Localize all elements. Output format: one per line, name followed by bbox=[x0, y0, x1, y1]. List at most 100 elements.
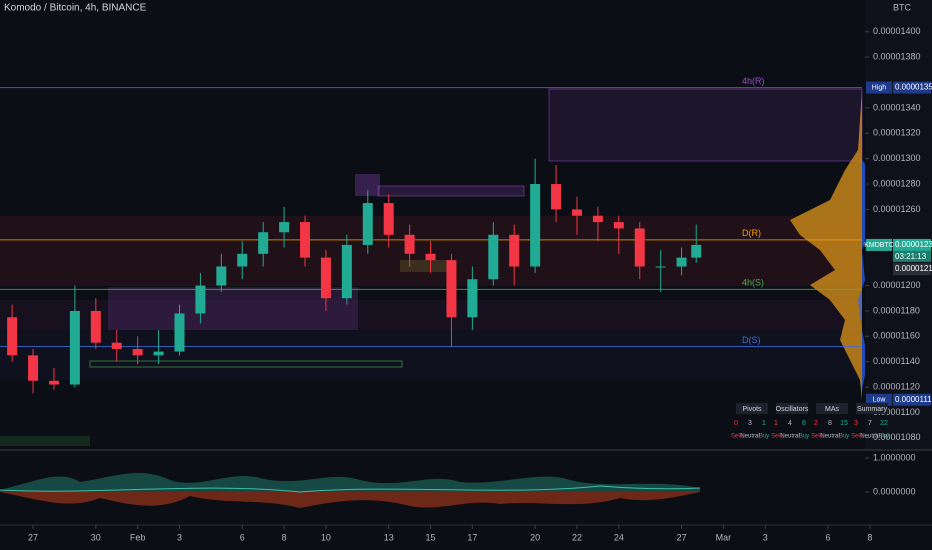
pivot-label: 4h(S) bbox=[742, 278, 764, 288]
candle-body bbox=[446, 260, 457, 318]
candle-body bbox=[362, 203, 373, 245]
x-tick-label: 8 bbox=[867, 532, 872, 542]
zone bbox=[377, 185, 525, 197]
price-axis bbox=[865, 0, 932, 450]
oscillator-line bbox=[0, 485, 701, 493]
candle-body bbox=[300, 222, 311, 258]
candle-body bbox=[404, 234, 415, 254]
candle-body bbox=[676, 257, 687, 267]
y-tick-label: 0.00001140 bbox=[873, 356, 920, 366]
volume-profile bbox=[790, 89, 862, 400]
table-label: Sell bbox=[811, 434, 821, 440]
table-label: Neutral bbox=[820, 434, 839, 440]
badge-name-box bbox=[866, 393, 892, 406]
candle-body bbox=[509, 234, 520, 267]
candle-body bbox=[7, 317, 18, 356]
candle-body bbox=[90, 310, 101, 343]
table-count: 22 bbox=[880, 420, 888, 427]
countdown-box bbox=[893, 250, 931, 262]
pivot-label: D(S) bbox=[742, 335, 761, 345]
price-badge bbox=[893, 263, 931, 276]
table-label: Buy bbox=[879, 434, 889, 440]
candle-body bbox=[551, 184, 562, 210]
x-tick-label: 20 bbox=[530, 532, 540, 542]
zone bbox=[0, 330, 862, 380]
table-count: 3 bbox=[854, 420, 858, 427]
badge-name-box bbox=[866, 238, 892, 251]
pivot-label: 4h(R) bbox=[742, 76, 765, 86]
table-header-bg bbox=[736, 403, 768, 414]
x-tick-label: 27 bbox=[28, 532, 38, 542]
y-tick-label: 0.00001320 bbox=[873, 128, 921, 138]
candle-body bbox=[69, 310, 80, 385]
table-label: Neutral bbox=[740, 434, 759, 440]
y-tick-label: 0.00001340 bbox=[873, 102, 921, 112]
y-tick-label: 0.00001260 bbox=[873, 204, 921, 214]
x-tick-label: 17 bbox=[467, 532, 477, 542]
x-tick-label: 8 bbox=[282, 532, 287, 542]
table-label: Sell bbox=[851, 434, 861, 440]
currency: BTC bbox=[893, 2, 912, 12]
table-label: Neutral bbox=[860, 434, 879, 440]
candle-body bbox=[132, 349, 143, 356]
candle-body bbox=[613, 222, 624, 229]
chart-title: Komodo / Bitcoin, 4h, BINANCE bbox=[4, 3, 147, 14]
candle-body bbox=[258, 232, 269, 254]
table-count: 8 bbox=[828, 420, 832, 427]
table-count: 4 bbox=[788, 420, 792, 427]
y-tick-label: 0.00001120 bbox=[873, 381, 920, 391]
table-label: Neutral bbox=[780, 434, 799, 440]
osc-tick-label: 0.0000000 bbox=[873, 486, 916, 496]
y-tick-label: 0.00001300 bbox=[873, 153, 921, 163]
table-count: 1 bbox=[762, 420, 766, 427]
x-tick-label: 22 bbox=[572, 532, 582, 542]
badge-name-box bbox=[866, 81, 892, 94]
layer: 4h(R) D(R) 4h(S) D(S) 0.00001400 0.00001380 0.… bbox=[0, 26, 932, 542]
zone bbox=[108, 287, 358, 330]
x-tick-label: 6 bbox=[240, 532, 245, 542]
table-header: Summary bbox=[857, 406, 887, 413]
table-count: 7 bbox=[868, 420, 872, 427]
candle-body bbox=[655, 266, 666, 268]
y-tick-label: 0.00001200 bbox=[873, 280, 921, 290]
table-header-bg bbox=[816, 403, 848, 414]
candle-body bbox=[174, 313, 185, 352]
zone bbox=[89, 360, 403, 368]
y-tick-label: 0.00001160 bbox=[873, 331, 920, 341]
y-tick-label: 0.00001280 bbox=[873, 178, 921, 188]
zone bbox=[0, 436, 90, 446]
candle-body bbox=[279, 222, 290, 233]
table-count: 1 bbox=[774, 420, 778, 427]
candle-body bbox=[195, 285, 206, 314]
candle-body bbox=[216, 266, 227, 286]
x-tick-label: 10 bbox=[321, 532, 331, 542]
x-tick-label: 30 bbox=[91, 532, 101, 542]
candle-body bbox=[341, 244, 352, 299]
price-badge bbox=[893, 393, 931, 406]
table-label: Buy bbox=[799, 434, 809, 440]
candle-body bbox=[467, 279, 478, 318]
zone bbox=[400, 260, 455, 272]
table-header: MAs bbox=[825, 406, 840, 413]
table-label: Sell bbox=[731, 434, 741, 440]
table-header: Oscillators bbox=[776, 406, 809, 413]
price-badge-label: 0.00001356 bbox=[895, 83, 932, 92]
table-label: Buy bbox=[839, 434, 849, 440]
y-tick-label: 0.00001400 bbox=[873, 26, 921, 36]
candle-body bbox=[488, 234, 499, 280]
price-badge bbox=[893, 238, 931, 251]
x-tick-label: 3 bbox=[177, 532, 182, 542]
table-count: 15 bbox=[840, 420, 848, 427]
badge-name: KMDBTC bbox=[864, 242, 894, 249]
candle-body bbox=[530, 184, 541, 267]
candle-body bbox=[592, 215, 603, 223]
candle-body bbox=[153, 351, 164, 356]
x-tick-label: 6 bbox=[826, 532, 831, 542]
price-badge-label: 0.00001232 bbox=[895, 240, 932, 249]
y-tick-label: 0.00001080 bbox=[873, 432, 921, 442]
x-tick-label: 3 bbox=[763, 532, 768, 542]
badge-name: High bbox=[872, 84, 887, 91]
x-tick-label: 13 bbox=[384, 532, 394, 542]
